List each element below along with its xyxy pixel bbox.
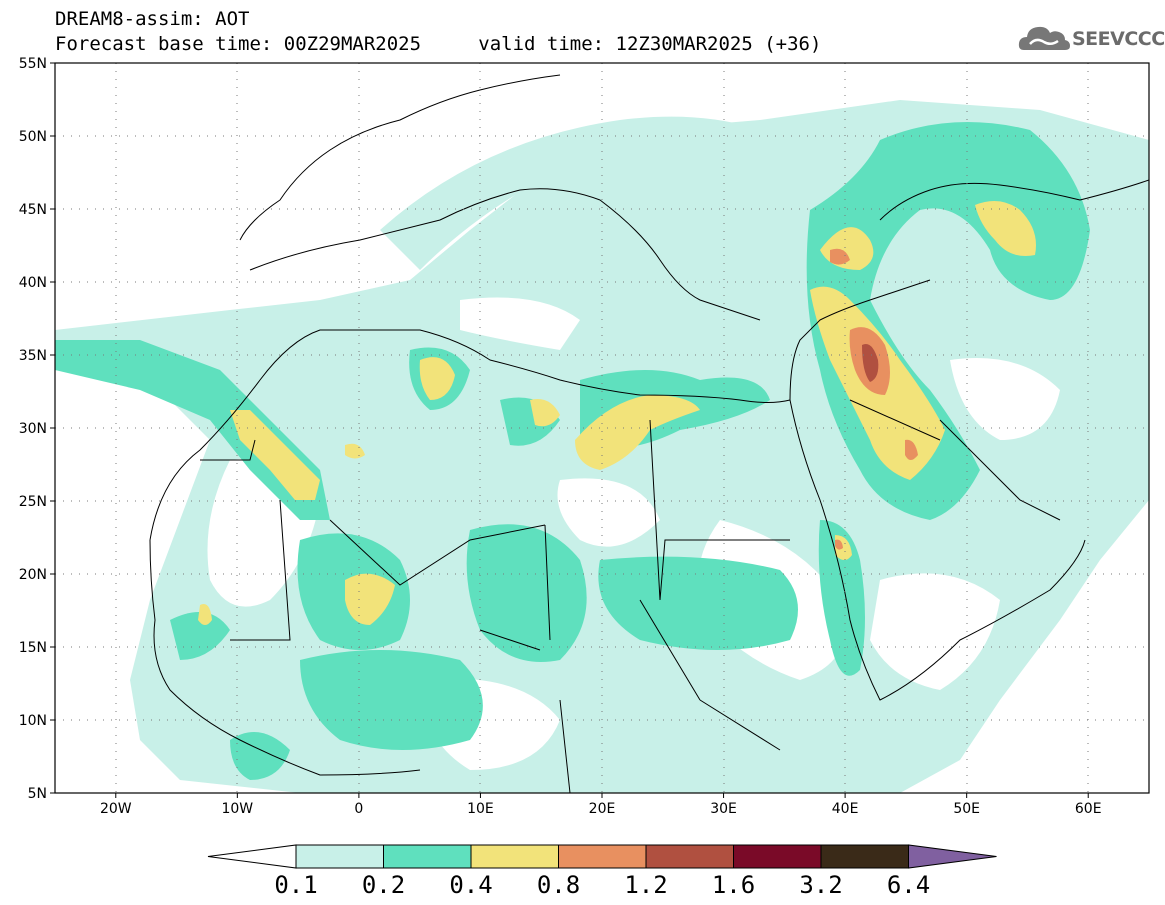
aot-band-1.2 — [862, 344, 879, 382]
colorbar-segment — [733, 844, 822, 869]
aot-field — [55, 63, 1149, 793]
colorbar-label: 6.4 — [887, 871, 930, 899]
colorbar-segment — [820, 844, 909, 869]
colorbar-segment — [645, 844, 734, 869]
lat-tick-label: 15N — [19, 640, 47, 656]
longitude-axis: 20W 10W 0 10E 20E 30E 40E 50E 60E — [100, 793, 1102, 817]
lon-tick-label: 40E — [832, 801, 859, 817]
lat-tick-label: 55N — [19, 56, 47, 72]
lat-tick-label: 40N — [19, 275, 47, 291]
lon-tick-label: 10E — [467, 801, 494, 817]
cloud-icon — [1018, 26, 1070, 50]
colorbar-segment — [295, 844, 384, 869]
lon-tick-label: 20E — [589, 801, 616, 817]
lat-tick-label: 20N — [19, 567, 47, 583]
colorbar-segment — [470, 844, 559, 869]
lat-tick-label: 45N — [19, 202, 47, 218]
logo-text: SEEVCCC — [1072, 28, 1165, 50]
coastlines-borders — [149, 74, 1149, 793]
colorbar-label: 1.2 — [624, 871, 667, 899]
seevccc-logo: SEEVCCC — [1018, 22, 1165, 58]
colorbar-arrow-low — [207, 844, 297, 869]
colorbar-label: 0.1 — [274, 871, 317, 899]
forecast-times: Forecast base time: 00Z29MAR2025 valid t… — [55, 33, 821, 55]
colorbar-segment — [383, 844, 472, 869]
colorbar-label: 0.4 — [449, 871, 492, 899]
latitude-axis: 5N 10N 15N 20N 25N 30N 35N 40N 45N 50N 55N — [19, 56, 55, 802]
lat-tick-label: 5N — [28, 786, 47, 802]
lat-tick-label: 50N — [19, 129, 47, 145]
colorbar-label: 1.6 — [712, 871, 755, 899]
lon-tick-label: 50E — [953, 801, 980, 817]
lon-tick-label: 10W — [221, 801, 253, 817]
graticule — [55, 63, 1149, 793]
lon-tick-label: 0 — [354, 801, 363, 817]
map-title: DREAM8-assim: AOT — [55, 8, 250, 30]
colorbar-label: 0.8 — [537, 871, 580, 899]
lat-tick-label: 10N — [19, 713, 47, 729]
lat-tick-label: 35N — [19, 348, 47, 364]
lat-tick-label: 25N — [19, 494, 47, 510]
colorbar-arrow-high — [908, 844, 997, 869]
lon-tick-label: 30E — [710, 801, 737, 817]
base-time-label: Forecast base time: 00Z29MAR2025 — [55, 33, 422, 55]
lon-tick-label: 20W — [100, 801, 132, 817]
colorbar: 0.1 0.2 0.4 0.8 1.2 1.6 3.2 6.4 — [207, 844, 997, 899]
lon-tick-label: 60E — [1075, 801, 1102, 817]
colorbar-label: 3.2 — [799, 871, 842, 899]
colorbar-label: 0.2 — [362, 871, 405, 899]
colorbar-segment — [558, 844, 647, 869]
lat-tick-label: 30N — [19, 421, 47, 437]
valid-time-label: valid time: 12Z30MAR2025 (+36) — [478, 33, 822, 55]
